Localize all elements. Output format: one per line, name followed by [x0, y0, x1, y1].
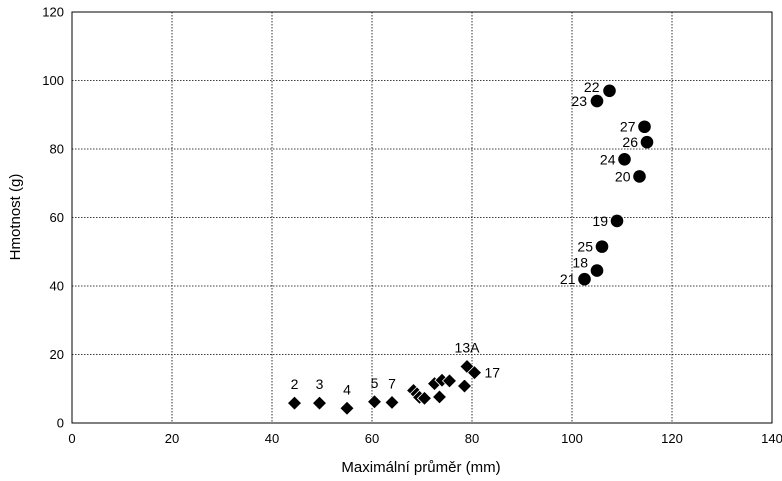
plot-border [71, 11, 773, 424]
data-label: 2 [291, 376, 299, 392]
data-label: 22 [584, 79, 600, 95]
x-tick-label: 40 [265, 431, 279, 446]
circle-marker [578, 272, 591, 286]
data-label: 5 [371, 375, 379, 391]
axis-ticks: 0 20 40 60 80 100 120 140 0 20 40 60 80 100 120 [42, 5, 782, 447]
x-axis-title: Maximální průměr (mm) [341, 459, 500, 476]
circle-marker [590, 264, 604, 277]
y-tick-label: 60 [50, 210, 64, 225]
data-label: 21 [560, 271, 576, 287]
circle-marker [618, 152, 631, 166]
x-tick-label: 60 [365, 431, 379, 446]
circle-marker [590, 94, 604, 108]
data-label: 3 [316, 376, 324, 392]
y-axis-title: Hmotnost (g) [7, 174, 24, 261]
data-label: 26 [622, 134, 638, 150]
data-label: 25 [577, 239, 593, 255]
y-tick-label: 120 [42, 5, 64, 20]
x-tick-label: 20 [165, 431, 179, 446]
circle-marker [638, 120, 651, 134]
circle-marker [610, 214, 624, 228]
data-points [286, 84, 654, 416]
grid-lines [72, 12, 772, 423]
data-label: 24 [600, 151, 616, 167]
x-tick-label: 80 [465, 431, 479, 446]
circle-marker [603, 84, 616, 98]
y-tick-label: 100 [42, 73, 64, 88]
circle-marker [633, 170, 646, 183]
data-label: 13A [455, 339, 481, 355]
x-tick-label: 100 [561, 431, 583, 446]
x-tick-label: 120 [661, 431, 683, 446]
diamond-marker [416, 390, 433, 406]
data-label: 20 [615, 168, 631, 184]
circle-marker [640, 135, 654, 149]
diamond-marker [311, 395, 328, 411]
circle-marker [595, 240, 609, 253]
diamond-marker [456, 378, 473, 394]
y-tick-label: 40 [50, 279, 64, 294]
y-tick-label: 0 [57, 416, 64, 431]
y-tick-label: 20 [50, 347, 64, 362]
diamond-marker [339, 400, 355, 416]
x-tick-label: 140 [761, 431, 782, 446]
y-tick-label: 80 [50, 142, 64, 157]
x-tick-label: 0 [68, 431, 75, 446]
data-label: 7 [388, 375, 396, 391]
data-label: 18 [572, 255, 588, 271]
data-label: 4 [343, 381, 351, 397]
diamond-marker [466, 365, 483, 381]
diamond-marker [431, 389, 448, 405]
data-label: 19 [592, 213, 608, 229]
diamond-marker [441, 373, 458, 389]
diamond-marker [384, 394, 400, 411]
data-label: 27 [620, 119, 636, 135]
data-label: 23 [571, 93, 587, 109]
diamond-marker [366, 394, 383, 410]
diamond-marker [286, 395, 303, 411]
data-label: 17 [485, 365, 501, 381]
